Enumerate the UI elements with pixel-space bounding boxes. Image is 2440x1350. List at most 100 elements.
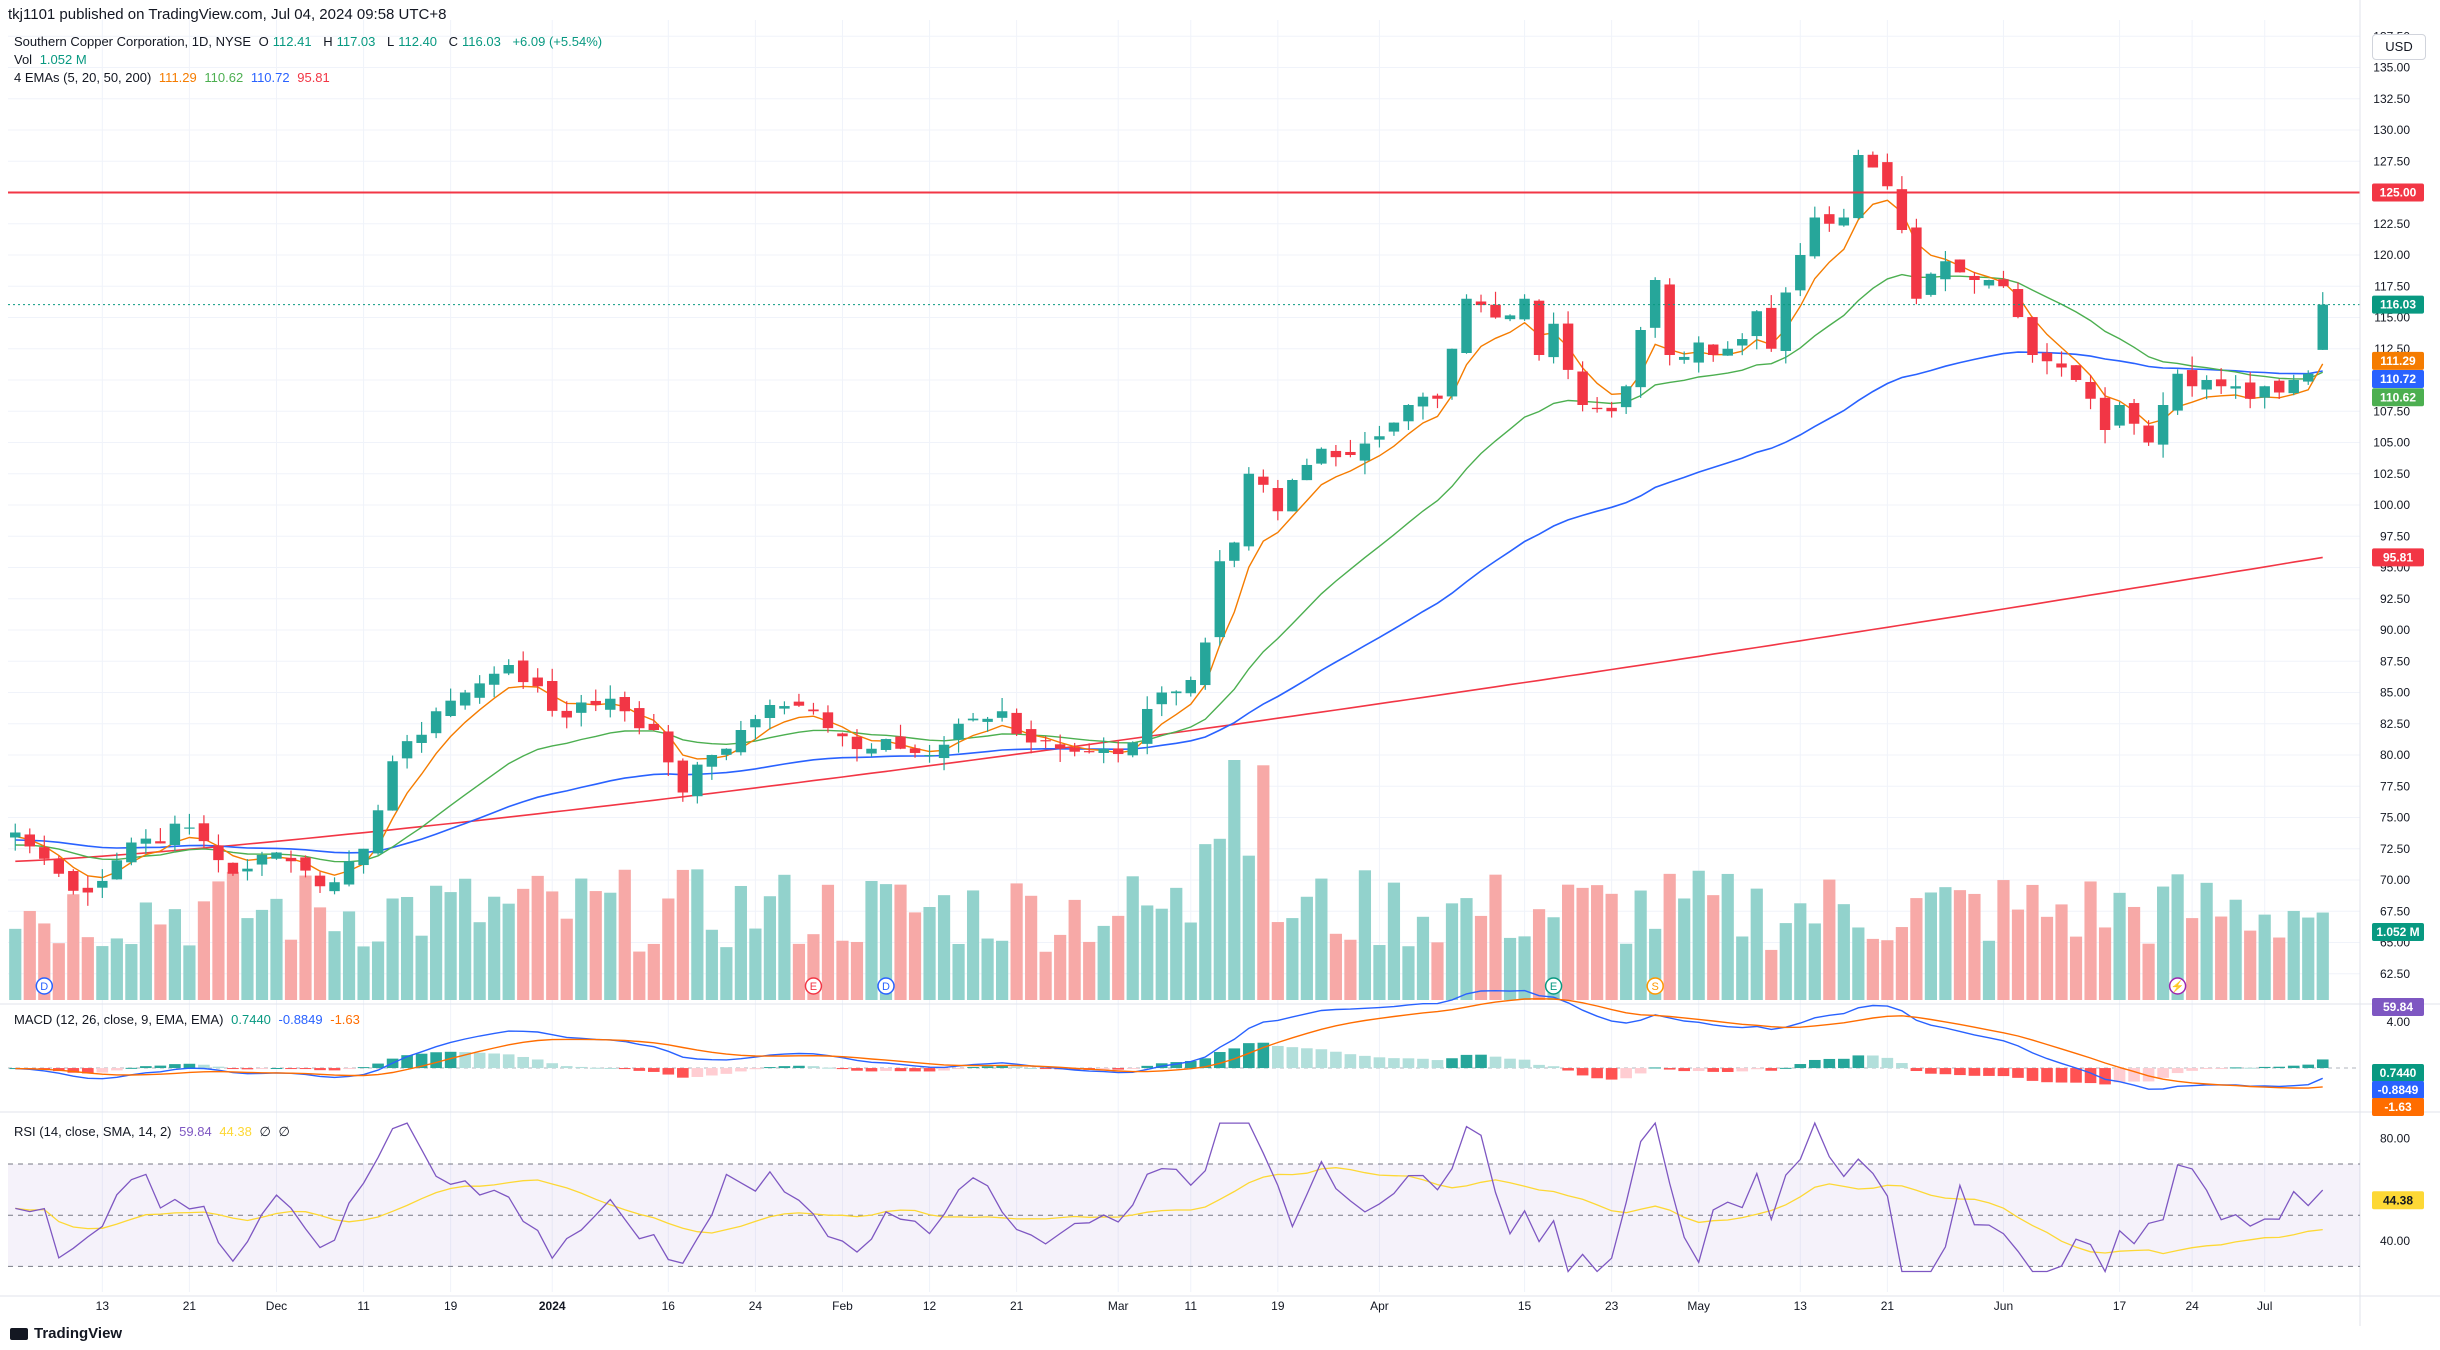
macd-hist-bar [125, 1067, 138, 1069]
candle-body [372, 810, 384, 854]
close-value: 116.03 [462, 34, 501, 49]
candle-body [1243, 473, 1255, 547]
macd-hist-bar [1750, 1068, 1763, 1070]
candle [358, 848, 369, 874]
macd-hist-bar [1605, 1068, 1618, 1080]
volume-label[interactable]: Vol [14, 52, 33, 67]
candle-body [2273, 380, 2285, 393]
candle [503, 659, 514, 676]
candle [1258, 469, 1269, 493]
macd-hist-bar [9, 1068, 22, 1070]
candle-body [140, 838, 152, 844]
candle [721, 748, 732, 761]
macd-hist-bar [1867, 1055, 1879, 1069]
volume-bar [2113, 892, 2126, 1000]
macd-label[interactable]: MACD (12, 26, close, 9, EMA, EMA) [14, 1012, 224, 1027]
candle [1461, 294, 1472, 354]
candle [1185, 676, 1196, 697]
candle-body [1693, 342, 1704, 363]
candle [1983, 279, 1995, 289]
volume-bar [1213, 838, 1226, 1000]
ema-label[interactable]: 4 EMAs (5, 20, 50, 200) [14, 70, 152, 85]
volume-bar [749, 928, 762, 1000]
candle [1722, 341, 1733, 356]
candle [663, 725, 674, 776]
volume-bar [1228, 760, 1241, 1000]
candle [256, 851, 268, 876]
price-label-last-bg [2372, 295, 2424, 314]
volume-bar [705, 929, 718, 1000]
macd-hist-bar [735, 1068, 747, 1072]
price-tick-label: 72.50 [2380, 842, 2410, 856]
volume-bar [1489, 874, 1502, 1000]
macd-hist-bar [793, 1065, 805, 1069]
volume-bar [1779, 923, 1792, 1000]
candle-body [111, 860, 123, 880]
volume-bar [2055, 904, 2068, 1000]
volume-bar [270, 898, 283, 1000]
candle-body [605, 698, 616, 710]
price-tick-label: 97.50 [2380, 529, 2410, 543]
currency-button[interactable]: USD [2372, 34, 2426, 60]
rsi-label[interactable]: RSI (14, close, SMA, 14, 2) [14, 1124, 172, 1139]
macd-label-signal-text: -1.63 [2384, 1100, 2412, 1114]
candle-body [1229, 542, 1240, 561]
macd-hist-bar [807, 1066, 820, 1069]
volume-series [9, 760, 2329, 1000]
candle-body [2143, 425, 2154, 443]
macd-hist-bar [2302, 1064, 2315, 1069]
event-marker-letter: D [40, 981, 48, 993]
candle [1780, 287, 1792, 364]
candle [648, 713, 660, 731]
low-value: 112.40 [398, 34, 438, 49]
event-marker-D: D [877, 977, 895, 995]
volume-bar [821, 884, 835, 1000]
symbol-name[interactable]: Southern Copper Corporation, 1D, NYSE [14, 34, 252, 49]
candle [1243, 467, 1255, 551]
volume-bar [1561, 884, 1575, 1000]
price-label-volume: 1.052 M [2372, 923, 2424, 941]
macd-label-line-text: -0.8849 [2378, 1083, 2419, 1097]
macd-hist-bar [357, 1067, 370, 1069]
candle-body [895, 736, 906, 749]
macd-hist-bar [923, 1068, 936, 1072]
candle [2186, 356, 2198, 397]
volume-bar [1416, 916, 1430, 1000]
volume-bar [400, 896, 414, 1000]
candle-body [2259, 386, 2270, 398]
candle-body [1533, 300, 1545, 355]
volume-bar [618, 869, 631, 1000]
candle [561, 701, 572, 729]
volume-bar [778, 874, 791, 1000]
time-tick-label: 21 [1881, 1299, 1895, 1313]
candle-body [648, 723, 660, 730]
candle-body [880, 739, 892, 750]
volume-bar [1170, 887, 1183, 1000]
volume-bar [589, 891, 602, 1000]
candle-body [735, 730, 747, 753]
volume-bar [1620, 943, 1633, 1000]
candle-body [314, 875, 326, 887]
macd-hist-bar [1896, 1063, 1908, 1069]
candle [1954, 259, 1966, 273]
volume-bar [1387, 882, 1401, 1000]
time-tick-label: Jul [2257, 1299, 2272, 1313]
macd-hist-bar [2258, 1066, 2271, 1069]
candle-body [576, 702, 587, 713]
price-tick-label: 82.50 [2380, 717, 2410, 731]
candle [576, 694, 587, 727]
candle [2172, 369, 2183, 415]
candle [155, 828, 166, 844]
candle [242, 859, 253, 881]
candle-body [1461, 298, 1472, 354]
tradingview-logo[interactable]: TradingView [10, 1325, 122, 1342]
macd-hist-bar [1141, 1065, 1154, 1069]
macd-hist-bar [328, 1068, 341, 1071]
macd-hist-bar [1707, 1068, 1720, 1072]
event-marker-circle [2168, 977, 2187, 995]
volume-bar [1242, 855, 1255, 1000]
macd-hist-bar [1576, 1068, 1589, 1076]
candle-body [1011, 712, 1022, 734]
candle-body [2027, 317, 2038, 355]
